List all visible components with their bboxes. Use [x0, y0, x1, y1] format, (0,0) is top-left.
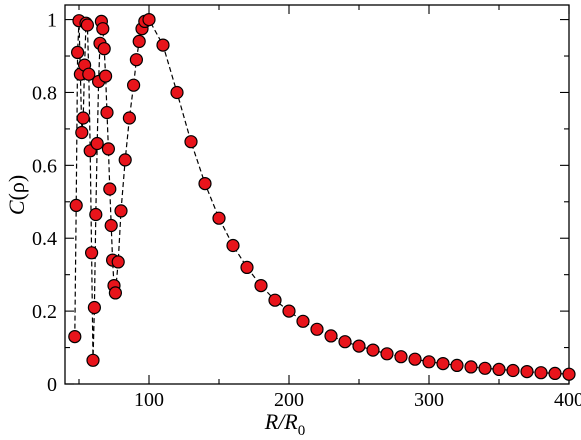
y-tick-label: 0.4	[32, 228, 57, 250]
data-point	[268, 293, 282, 307]
x-axis-title: R/R0	[264, 409, 306, 439]
plot-frame	[64, 4, 570, 385]
data-point	[111, 255, 125, 269]
series-line	[74, 18, 570, 375]
data-point	[118, 153, 132, 167]
data-point	[76, 111, 90, 125]
y-axis-title-main: C	[4, 200, 29, 215]
data-point	[101, 142, 116, 156]
data-point	[422, 355, 436, 369]
data-point	[142, 13, 156, 27]
data-point	[127, 78, 141, 92]
data-point	[492, 362, 506, 376]
y-tick-label: 0.8	[32, 82, 57, 104]
data-point	[296, 314, 310, 328]
data-point	[254, 279, 268, 293]
data-points	[68, 13, 576, 381]
tick-labels: 100 200 300 400 0 0.2 0.4 0.6 0.8 1	[32, 10, 581, 411]
y-tick-label: 1	[47, 10, 57, 32]
data-point	[282, 304, 296, 318]
data-point	[352, 339, 366, 353]
data-point	[98, 69, 113, 83]
data-point	[464, 360, 478, 374]
data-point	[562, 367, 576, 381]
y-tick-label: 0.6	[32, 155, 57, 177]
data-point	[338, 335, 352, 349]
data-point	[548, 366, 562, 380]
data-point	[86, 353, 100, 367]
ticks	[65, 5, 570, 385]
data-point	[132, 34, 146, 49]
data-point	[87, 300, 102, 315]
y-tick-label: 0	[47, 374, 57, 396]
x-tick-label: 400	[554, 389, 581, 411]
data-point	[506, 363, 520, 378]
plot-area: 100 200 300 400 0 0.2 0.4 0.6 0.8 1	[32, 4, 581, 411]
data-point	[80, 18, 95, 32]
data-point	[90, 136, 104, 151]
data-point	[520, 365, 534, 379]
data-point	[324, 329, 338, 343]
data-point	[408, 352, 422, 366]
data-point	[184, 135, 198, 149]
data-point	[129, 53, 143, 67]
data-point	[366, 343, 380, 357]
data-point	[534, 366, 548, 380]
data-point	[240, 260, 254, 274]
x-axis-title-main: R/R	[264, 409, 299, 434]
y-axis-title-paren: (ρ)	[4, 175, 29, 201]
data-point	[450, 358, 464, 372]
data-point	[394, 350, 408, 364]
data-point	[103, 182, 117, 196]
data-point	[114, 204, 128, 218]
data-point	[198, 177, 212, 191]
x-tick-label: 200	[274, 389, 304, 411]
x-axis-title-subscript: 0	[298, 423, 306, 439]
data-point	[310, 322, 324, 336]
x-tick-label: 100	[134, 389, 164, 411]
y-tick-label: 0.2	[32, 301, 57, 323]
data-point	[75, 125, 89, 140]
data-point	[89, 207, 103, 222]
data-point	[212, 211, 226, 225]
data-point	[108, 286, 123, 300]
x-tick-label: 300	[414, 389, 444, 411]
data-point	[96, 22, 110, 36]
data-point	[156, 38, 170, 52]
data-point	[100, 105, 114, 120]
data-point	[84, 246, 99, 260]
data-point	[82, 67, 96, 81]
data-point	[170, 85, 184, 100]
data-point	[380, 347, 394, 361]
data-point	[226, 238, 240, 253]
data-point	[122, 111, 136, 125]
data-point	[68, 330, 82, 344]
data-point	[69, 198, 83, 212]
data-point	[104, 218, 118, 233]
data-point	[70, 45, 85, 60]
y-axis-title: C(ρ)	[4, 175, 29, 215]
data-point	[478, 361, 492, 375]
data-point	[97, 42, 111, 56]
data-point	[436, 357, 450, 371]
